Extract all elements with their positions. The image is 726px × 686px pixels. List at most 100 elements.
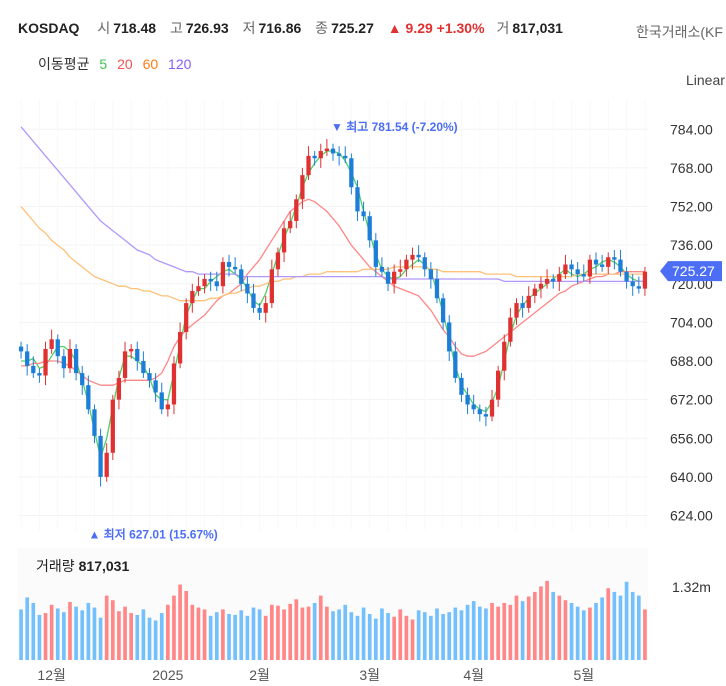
volume-bar xyxy=(276,605,280,660)
candle-body xyxy=(569,264,574,270)
candle-body xyxy=(226,262,232,267)
candle-body xyxy=(104,452,109,477)
candle-body xyxy=(361,211,366,217)
candle-body xyxy=(434,278,440,299)
volume-bar xyxy=(117,611,121,660)
candle-body xyxy=(31,365,36,374)
ma20-legend: 20 xyxy=(117,56,133,72)
candle-body xyxy=(343,155,348,159)
volume-bar xyxy=(104,595,109,660)
price-header: KOSDAQ 시 718.48 고 726.93 저 716.86 종 725.27 ▲… xyxy=(18,18,573,38)
candle-body xyxy=(587,259,593,277)
y-tick-label: 656.00 xyxy=(670,430,713,446)
symbol-label[interactable]: KOSDAQ xyxy=(18,20,80,36)
candle-body xyxy=(373,240,378,267)
candle-body xyxy=(110,399,115,453)
y-tick-label: 752.00 xyxy=(670,199,713,215)
candle-body xyxy=(61,356,67,369)
candle-body xyxy=(202,278,207,287)
candle-body xyxy=(385,271,391,284)
candle-body xyxy=(86,385,91,410)
volume-bar xyxy=(80,610,85,660)
volume-bar xyxy=(74,606,78,660)
candle-body xyxy=(440,298,446,323)
volume-bar xyxy=(410,619,415,660)
low-label: 저 xyxy=(242,20,256,36)
x-tick-label: 2025 xyxy=(152,667,183,683)
y-tick-label: 624.00 xyxy=(670,508,713,524)
volume-bar xyxy=(25,597,30,660)
volume-bar xyxy=(227,614,231,660)
volume-bar xyxy=(43,613,48,660)
candle-body xyxy=(642,271,648,289)
volume-bar xyxy=(135,614,140,660)
volume-bar xyxy=(37,614,42,660)
volume-panel-value: 817,031 xyxy=(78,558,130,574)
volume-bar xyxy=(545,580,549,660)
candle-body xyxy=(116,377,122,400)
x-tick-label: 3월 xyxy=(359,667,380,683)
volume-bar xyxy=(533,591,537,660)
volume-bar xyxy=(477,606,482,660)
candle-body xyxy=(184,303,189,333)
candle-body xyxy=(447,322,452,352)
candle-body xyxy=(257,307,262,313)
volume-bar xyxy=(202,609,207,660)
source-label: 한국거래소(KF xyxy=(636,24,723,40)
volume-bar xyxy=(172,595,176,660)
candle-body xyxy=(471,404,476,410)
candle-body xyxy=(465,394,470,405)
candle-body xyxy=(630,281,635,287)
candle-body xyxy=(147,373,152,381)
candle-body xyxy=(508,317,513,342)
volume-bar xyxy=(19,609,23,660)
volume-bar xyxy=(465,604,470,660)
volume-bar xyxy=(55,608,60,660)
volume-bar xyxy=(416,610,421,660)
volume-bar xyxy=(318,595,323,660)
x-tick-label: 4월 xyxy=(463,667,484,683)
volume-bar xyxy=(447,612,452,660)
candle-body xyxy=(477,409,482,415)
volume-bar xyxy=(526,596,531,660)
candle-body xyxy=(37,373,42,376)
candle-body xyxy=(404,259,409,270)
candle-body xyxy=(73,348,79,374)
volume-bar xyxy=(337,609,341,660)
ma-legend[interactable]: 이동평균 5 20 60 120 xyxy=(38,54,197,74)
candle-body xyxy=(355,187,360,212)
volume-bar xyxy=(496,606,500,660)
volume-bar xyxy=(618,595,623,660)
candle-body xyxy=(416,254,421,258)
volume-bar xyxy=(263,615,268,660)
volume-bar xyxy=(147,617,152,660)
volume-bar xyxy=(110,600,115,660)
volume-bar xyxy=(166,604,170,660)
volume-title: 거래량 817,031 xyxy=(36,556,129,576)
y-tick-label: 768.00 xyxy=(670,160,713,176)
volume-bar xyxy=(606,588,611,660)
candle-body xyxy=(288,221,293,229)
volume-bar xyxy=(630,591,635,660)
volume-bar xyxy=(294,599,299,660)
volume-bar xyxy=(539,586,543,660)
volume-bar xyxy=(373,618,378,660)
high-annotation: ▼ 최고 781.54 (-7.20%) xyxy=(331,119,458,134)
candle-body xyxy=(526,295,531,308)
candle-body xyxy=(171,363,177,405)
candle-body xyxy=(330,148,336,154)
candle-body xyxy=(489,399,495,417)
volume-value: 817,031 xyxy=(512,20,563,36)
scale-mode-button[interactable]: Linear xyxy=(686,72,725,88)
volume-bar xyxy=(190,604,195,660)
candle-body xyxy=(232,266,238,270)
volume-bar xyxy=(520,601,525,660)
volume-bar xyxy=(588,607,592,660)
candle-body xyxy=(18,346,24,352)
volume-bar xyxy=(404,615,409,660)
volume-bar xyxy=(502,602,507,660)
volume-axis-label: 1.32m xyxy=(672,579,711,595)
volume-bar xyxy=(92,607,97,660)
y-tick-label: 672.00 xyxy=(670,392,713,408)
volume-bar xyxy=(624,581,629,660)
